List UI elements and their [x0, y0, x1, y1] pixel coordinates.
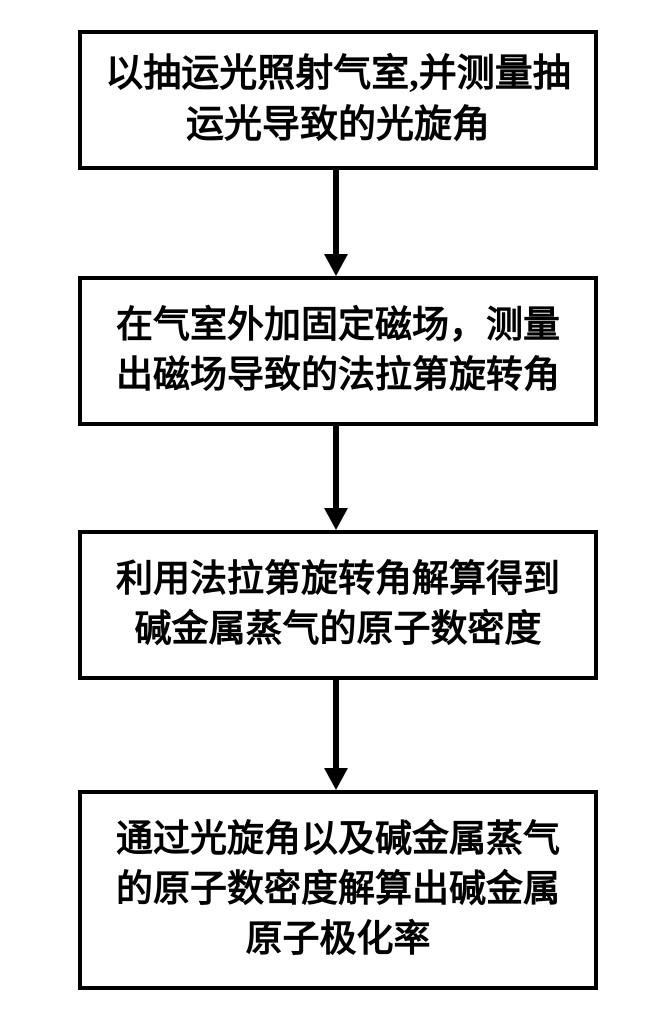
- flow-node-1-text: 以抽运光照射气室,并测量抽运光导致的光旋角: [102, 49, 574, 152]
- flow-arrow-2-line: [333, 426, 339, 508]
- flow-node-4-text: 通过光旋角以及碱金属蒸气的原子数密度解算出碱金属原子极化率: [102, 815, 574, 965]
- flow-node-3-text: 利用法拉第旋转角解算得到碱金属蒸气的原子数密度: [102, 555, 574, 655]
- flow-arrow-1-head: [324, 254, 348, 276]
- flow-node-2-text: 在气室外加固定磁场，测量出磁场导致的法拉第旋转角: [102, 301, 574, 401]
- flowchart-container: 以抽运光照射气室,并测量抽运光导致的光旋角 在气室外加固定磁场，测量出磁场导致的…: [0, 0, 672, 1019]
- flow-node-3: 利用法拉第旋转角解算得到碱金属蒸气的原子数密度: [78, 530, 598, 680]
- flow-arrow-3-line: [333, 680, 339, 768]
- flow-arrow-3-head: [324, 768, 348, 790]
- flow-node-4: 通过光旋角以及碱金属蒸气的原子数密度解算出碱金属原子极化率: [78, 790, 598, 990]
- flow-node-2: 在气室外加固定磁场，测量出磁场导致的法拉第旋转角: [78, 276, 598, 426]
- flow-arrow-2-head: [324, 508, 348, 530]
- flow-node-1: 以抽运光照射气室,并测量抽运光导致的光旋角: [78, 30, 598, 170]
- flow-arrow-1-line: [333, 170, 339, 254]
